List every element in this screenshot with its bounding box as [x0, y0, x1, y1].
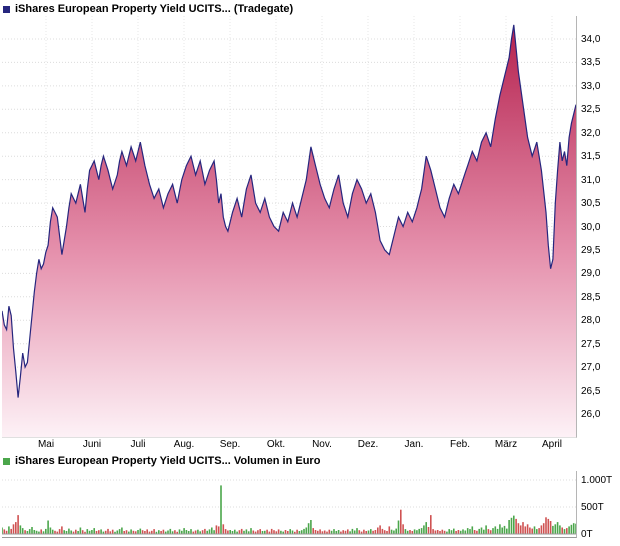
price-series-marker-icon — [3, 5, 10, 13]
volume-bar-chart — [2, 479, 576, 535]
price-axis-tick: 26,5 — [581, 385, 601, 397]
price-axis-tick: 28,5 — [581, 291, 601, 303]
x-axis-months: Mai Juni Juli Aug. Sep. Okt. Nov. Dez. Jan. Feb. M… — [2, 439, 576, 452]
price-chart-plot — [2, 16, 577, 438]
month-axis-tick: Sep. — [219, 439, 241, 450]
month-axis-tick: Aug. — [173, 439, 195, 450]
price-axis-tick: 32,5 — [581, 104, 601, 116]
price-axis-tick: 31,5 — [581, 151, 601, 163]
month-axis-tick: Mai — [37, 439, 55, 450]
price-axis-tick: 33,5 — [581, 57, 601, 69]
volume-chart-title: iShares European Property Yield UCITS...… — [15, 455, 321, 467]
price-axis-tick: 30,0 — [581, 221, 601, 233]
volume-chart-header: iShares European Property Yield UCITS...… — [3, 454, 320, 468]
month-axis-tick: Juni — [82, 439, 102, 450]
price-area-chart — [2, 16, 576, 437]
price-chart-title: iShares European Property Yield UCITS...… — [15, 3, 294, 15]
volume-y-axis: 1.000T 500T 0T — [581, 471, 619, 540]
volume-series-marker-icon — [3, 457, 10, 465]
price-axis-tick: 26,0 — [581, 409, 601, 420]
price-axis-tick: 33,0 — [581, 80, 601, 92]
month-axis-tick: Feb. — [449, 439, 470, 450]
price-y-axis: 34,0 33,5 33,0 32,5 32,0 31,5 31,0 30,5 30,0 29,5… — [581, 16, 619, 437]
month-axis-tick: Nov. — [312, 439, 332, 450]
month-axis-tick: April — [541, 439, 562, 450]
price-axis-tick: 27,0 — [581, 362, 601, 374]
month-axis-tick: Juli — [130, 439, 146, 450]
price-axis-tick: 29,5 — [581, 244, 601, 256]
volume-axis-tick: 500T — [581, 502, 604, 513]
price-axis-tick: 29,0 — [581, 268, 601, 280]
volume-axis-tick: 1.000T — [581, 475, 613, 486]
price-axis-tick: 31,0 — [581, 174, 601, 186]
month-axis-tick: Jan. — [404, 439, 424, 450]
volume-axis-tick: 0T — [581, 529, 593, 540]
price-axis-tick: 27,5 — [581, 338, 601, 350]
price-axis-tick: 32,0 — [581, 127, 601, 139]
month-axis-tick: März — [494, 439, 518, 450]
price-axis-tick: 30,5 — [581, 198, 601, 210]
price-axis-tick: 28,0 — [581, 315, 601, 327]
month-axis-tick: Okt. — [266, 439, 286, 450]
month-axis-tick: Dez. — [357, 439, 379, 450]
price-chart-header: iShares European Property Yield UCITS...… — [3, 2, 293, 16]
volume-chart-plot — [2, 471, 577, 538]
price-axis-tick: 34,0 — [581, 34, 601, 45]
